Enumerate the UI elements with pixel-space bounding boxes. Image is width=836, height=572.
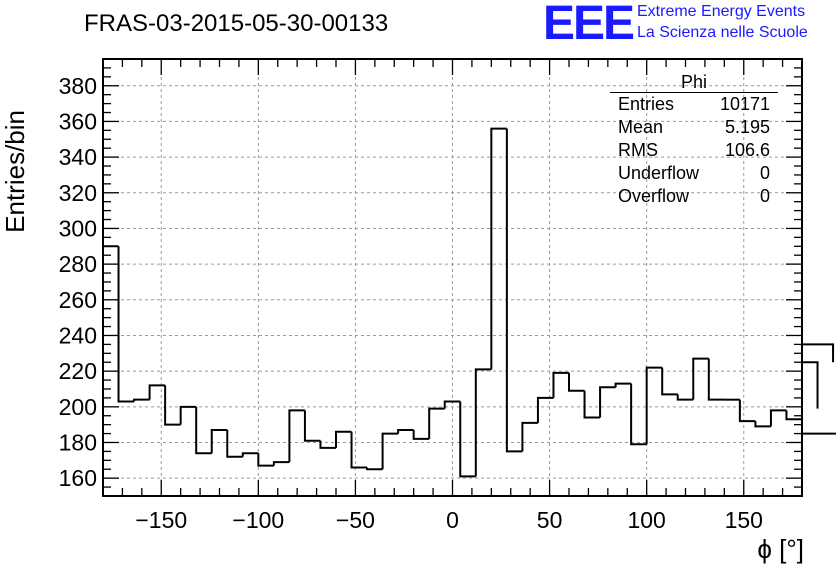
stats-row: RMS 106.6	[610, 139, 778, 162]
y-tick-label: 180	[59, 429, 97, 455]
histogram-bin	[412, 430, 430, 440]
histogram-bin	[754, 421, 771, 428]
histogram-bin	[661, 367, 678, 396]
axes-frame	[102, 58, 803, 497]
histogram-bin	[645, 366, 663, 445]
histogram-bin	[802, 432, 836, 435]
histogram-bin	[381, 432, 399, 470]
plot-title: FRAS-03-2015-05-30-00133	[84, 10, 389, 37]
x-tick-label: −100	[232, 507, 284, 533]
stats-value: 0	[759, 163, 770, 183]
stats-row: Overflow 0	[610, 185, 778, 208]
logo-line-2: La Scienza nelle Scuole	[637, 24, 808, 41]
y-tick-label: 300	[59, 215, 97, 241]
x-tick-label: 150	[725, 507, 763, 533]
histogram-bin	[443, 400, 461, 409]
histogram-bin	[288, 409, 305, 463]
stats-value: 0	[759, 186, 770, 206]
x-tick-label: −50	[336, 507, 375, 533]
stats-label: Overflow	[618, 186, 690, 206]
histogram-bin	[335, 430, 352, 448]
stats-value: 106.6	[724, 140, 770, 160]
histogram-bin	[552, 371, 569, 398]
histogram-bin	[210, 429, 228, 454]
histogram-bin	[428, 407, 445, 439]
stats-row: Entries 10171	[610, 93, 778, 116]
histogram-bin	[117, 246, 135, 403]
stats-value: 10171	[719, 94, 770, 114]
histogram-bin	[614, 382, 632, 388]
histogram-bin	[536, 396, 554, 423]
logo-line-1: Extreme Energy Events	[637, 3, 806, 20]
y-tick-label: 340	[59, 144, 97, 170]
y-axis-label-text: Entries/bin	[0, 110, 30, 233]
histogram-bin	[319, 440, 336, 449]
histogram-bin	[769, 409, 787, 427]
y-tick-label: 160	[59, 465, 97, 491]
y-tick-label: 320	[59, 180, 97, 206]
grid-lines	[103, 59, 802, 496]
histogram-bin	[707, 358, 725, 401]
histogram-bin	[599, 386, 616, 418]
y-tick-label: 200	[59, 394, 97, 420]
histogram-bin	[490, 127, 507, 370]
x-tick-label: 100	[627, 507, 665, 533]
histogram-bin	[692, 357, 709, 400]
y-tick-label: 220	[59, 358, 97, 384]
histogram-bin	[521, 421, 538, 452]
histogram-bin	[272, 461, 290, 466]
histogram-bin	[583, 390, 601, 419]
stats-row: Underflow 0	[610, 162, 778, 185]
histogram-series	[102, 127, 836, 496]
stats-row: Mean 5.195	[610, 116, 778, 139]
histogram-bin	[257, 453, 274, 467]
y-tick-label: 280	[59, 251, 97, 277]
stats-label: Mean	[618, 117, 664, 137]
histogram-bin	[676, 394, 694, 401]
histogram-bin	[303, 410, 321, 442]
histogram-bin	[366, 467, 383, 471]
histogram-bin	[568, 372, 585, 392]
stats-value: 5.195	[724, 117, 770, 137]
x-tick-label: 50	[537, 507, 563, 533]
histogram-bin	[459, 401, 476, 478]
y-tick-label: 380	[59, 73, 97, 99]
y-tick-label: 240	[59, 322, 97, 348]
histogram-bin	[474, 368, 492, 477]
histogram-bin	[505, 128, 523, 453]
histogram-bin	[226, 430, 243, 458]
histogram-bin	[241, 452, 259, 457]
stats-label: Underflow	[618, 163, 700, 183]
y-tick-label: 260	[59, 287, 97, 313]
histogram-bin	[397, 429, 414, 434]
histogram-bin	[802, 343, 835, 363]
histogram-bin	[179, 405, 197, 425]
histogram-bin	[802, 361, 819, 409]
histogram-bin	[148, 384, 166, 400]
histogram-bin	[133, 398, 150, 402]
stats-title: Phi	[610, 72, 778, 93]
tick-labels: 160 180 200 220 240 260 280 300 320 340 360 380 −150…	[59, 73, 763, 533]
histogram-bin	[738, 399, 756, 423]
histogram-bin	[350, 431, 368, 469]
y-tick-label: 360	[59, 108, 97, 134]
histogram-bin	[630, 383, 647, 446]
eee-logo-mark: EEE	[543, 0, 635, 50]
x-tick-label: 0	[446, 507, 459, 533]
x-tick-label: −150	[135, 507, 187, 533]
x-axis-label: ϕ [°]	[757, 534, 804, 564]
stats-label: RMS	[618, 140, 658, 160]
stats-box: Phi Entries 10171 Mean 5.195 RMS 106.6 U…	[610, 72, 778, 208]
histogram-bin	[785, 410, 802, 421]
histogram-bin	[164, 385, 181, 426]
histogram-bin	[195, 406, 212, 455]
stats-label: Entries	[618, 94, 675, 114]
